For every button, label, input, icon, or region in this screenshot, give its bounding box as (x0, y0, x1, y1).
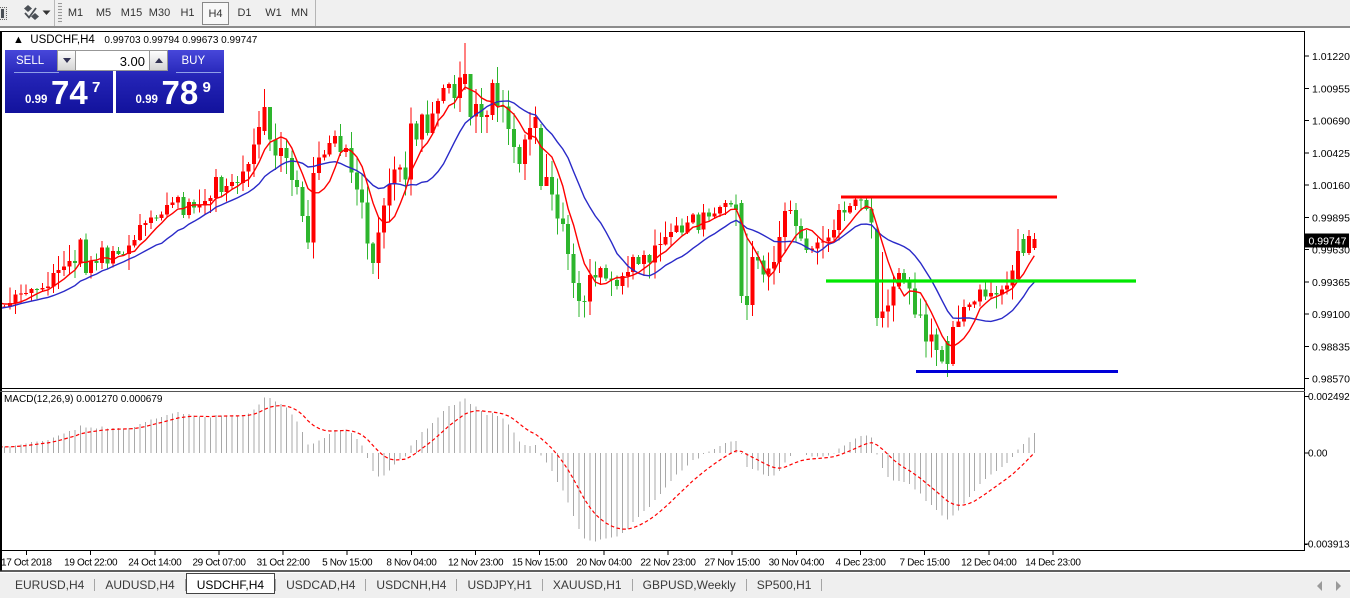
svg-text:31 Oct 22:00: 31 Oct 22:00 (257, 558, 311, 569)
svg-text:30 Nov 04:00: 30 Nov 04:00 (769, 558, 825, 569)
svg-text:0.99747: 0.99747 (1309, 236, 1347, 248)
svg-text:0.00: 0.00 (1308, 449, 1328, 460)
svg-text:19 Oct 22:00: 19 Oct 22:00 (64, 558, 118, 569)
svg-text:MACD(12,26,9) 0.001270 0.00067: MACD(12,26,9) 0.001270 0.000679 (4, 394, 163, 405)
svg-text:0.99100: 0.99100 (1312, 309, 1350, 321)
svg-text:0.98570: 0.98570 (1312, 374, 1350, 386)
svg-text:17 Oct 2018: 17 Oct 2018 (1, 558, 52, 569)
svg-text:0.99630: 0.99630 (1312, 245, 1350, 257)
svg-text:0.99365: 0.99365 (1312, 277, 1350, 289)
svg-text:0.99895: 0.99895 (1312, 212, 1350, 224)
svg-text:1.01220: 1.01220 (1312, 51, 1350, 63)
svg-text:15 Nov 15:00: 15 Nov 15:00 (512, 558, 568, 569)
svg-text:24 Oct 14:00: 24 Oct 14:00 (128, 558, 182, 569)
svg-text:20 Nov 04:00: 20 Nov 04:00 (576, 558, 632, 569)
svg-text:0.98835: 0.98835 (1312, 341, 1350, 353)
svg-text:12 Nov 23:00: 12 Nov 23:00 (448, 558, 504, 569)
svg-text:1.00425: 1.00425 (1312, 148, 1350, 160)
svg-text:4 Dec 23:00: 4 Dec 23:00 (835, 558, 886, 569)
svg-text:1.00160: 1.00160 (1312, 180, 1350, 192)
svg-text:1.00955: 1.00955 (1312, 83, 1350, 95)
svg-text:29 Oct 07:00: 29 Oct 07:00 (192, 558, 246, 569)
svg-text:7 Dec 15:00: 7 Dec 15:00 (900, 558, 951, 569)
svg-text:22 Nov 23:00: 22 Nov 23:00 (640, 558, 696, 569)
svg-text:0.002492: 0.002492 (1308, 392, 1350, 403)
svg-text:1.00690: 1.00690 (1312, 116, 1350, 128)
svg-text:5 Nov 15:00: 5 Nov 15:00 (322, 558, 373, 569)
svg-text:12 Dec 04:00: 12 Dec 04:00 (961, 558, 1017, 569)
svg-text:8 Nov 04:00: 8 Nov 04:00 (386, 558, 437, 569)
svg-text:14 Dec 23:00: 14 Dec 23:00 (1025, 558, 1081, 569)
svg-text:-0.003913: -0.003913 (1305, 540, 1350, 551)
svg-text:27 Nov 15:00: 27 Nov 15:00 (705, 558, 761, 569)
